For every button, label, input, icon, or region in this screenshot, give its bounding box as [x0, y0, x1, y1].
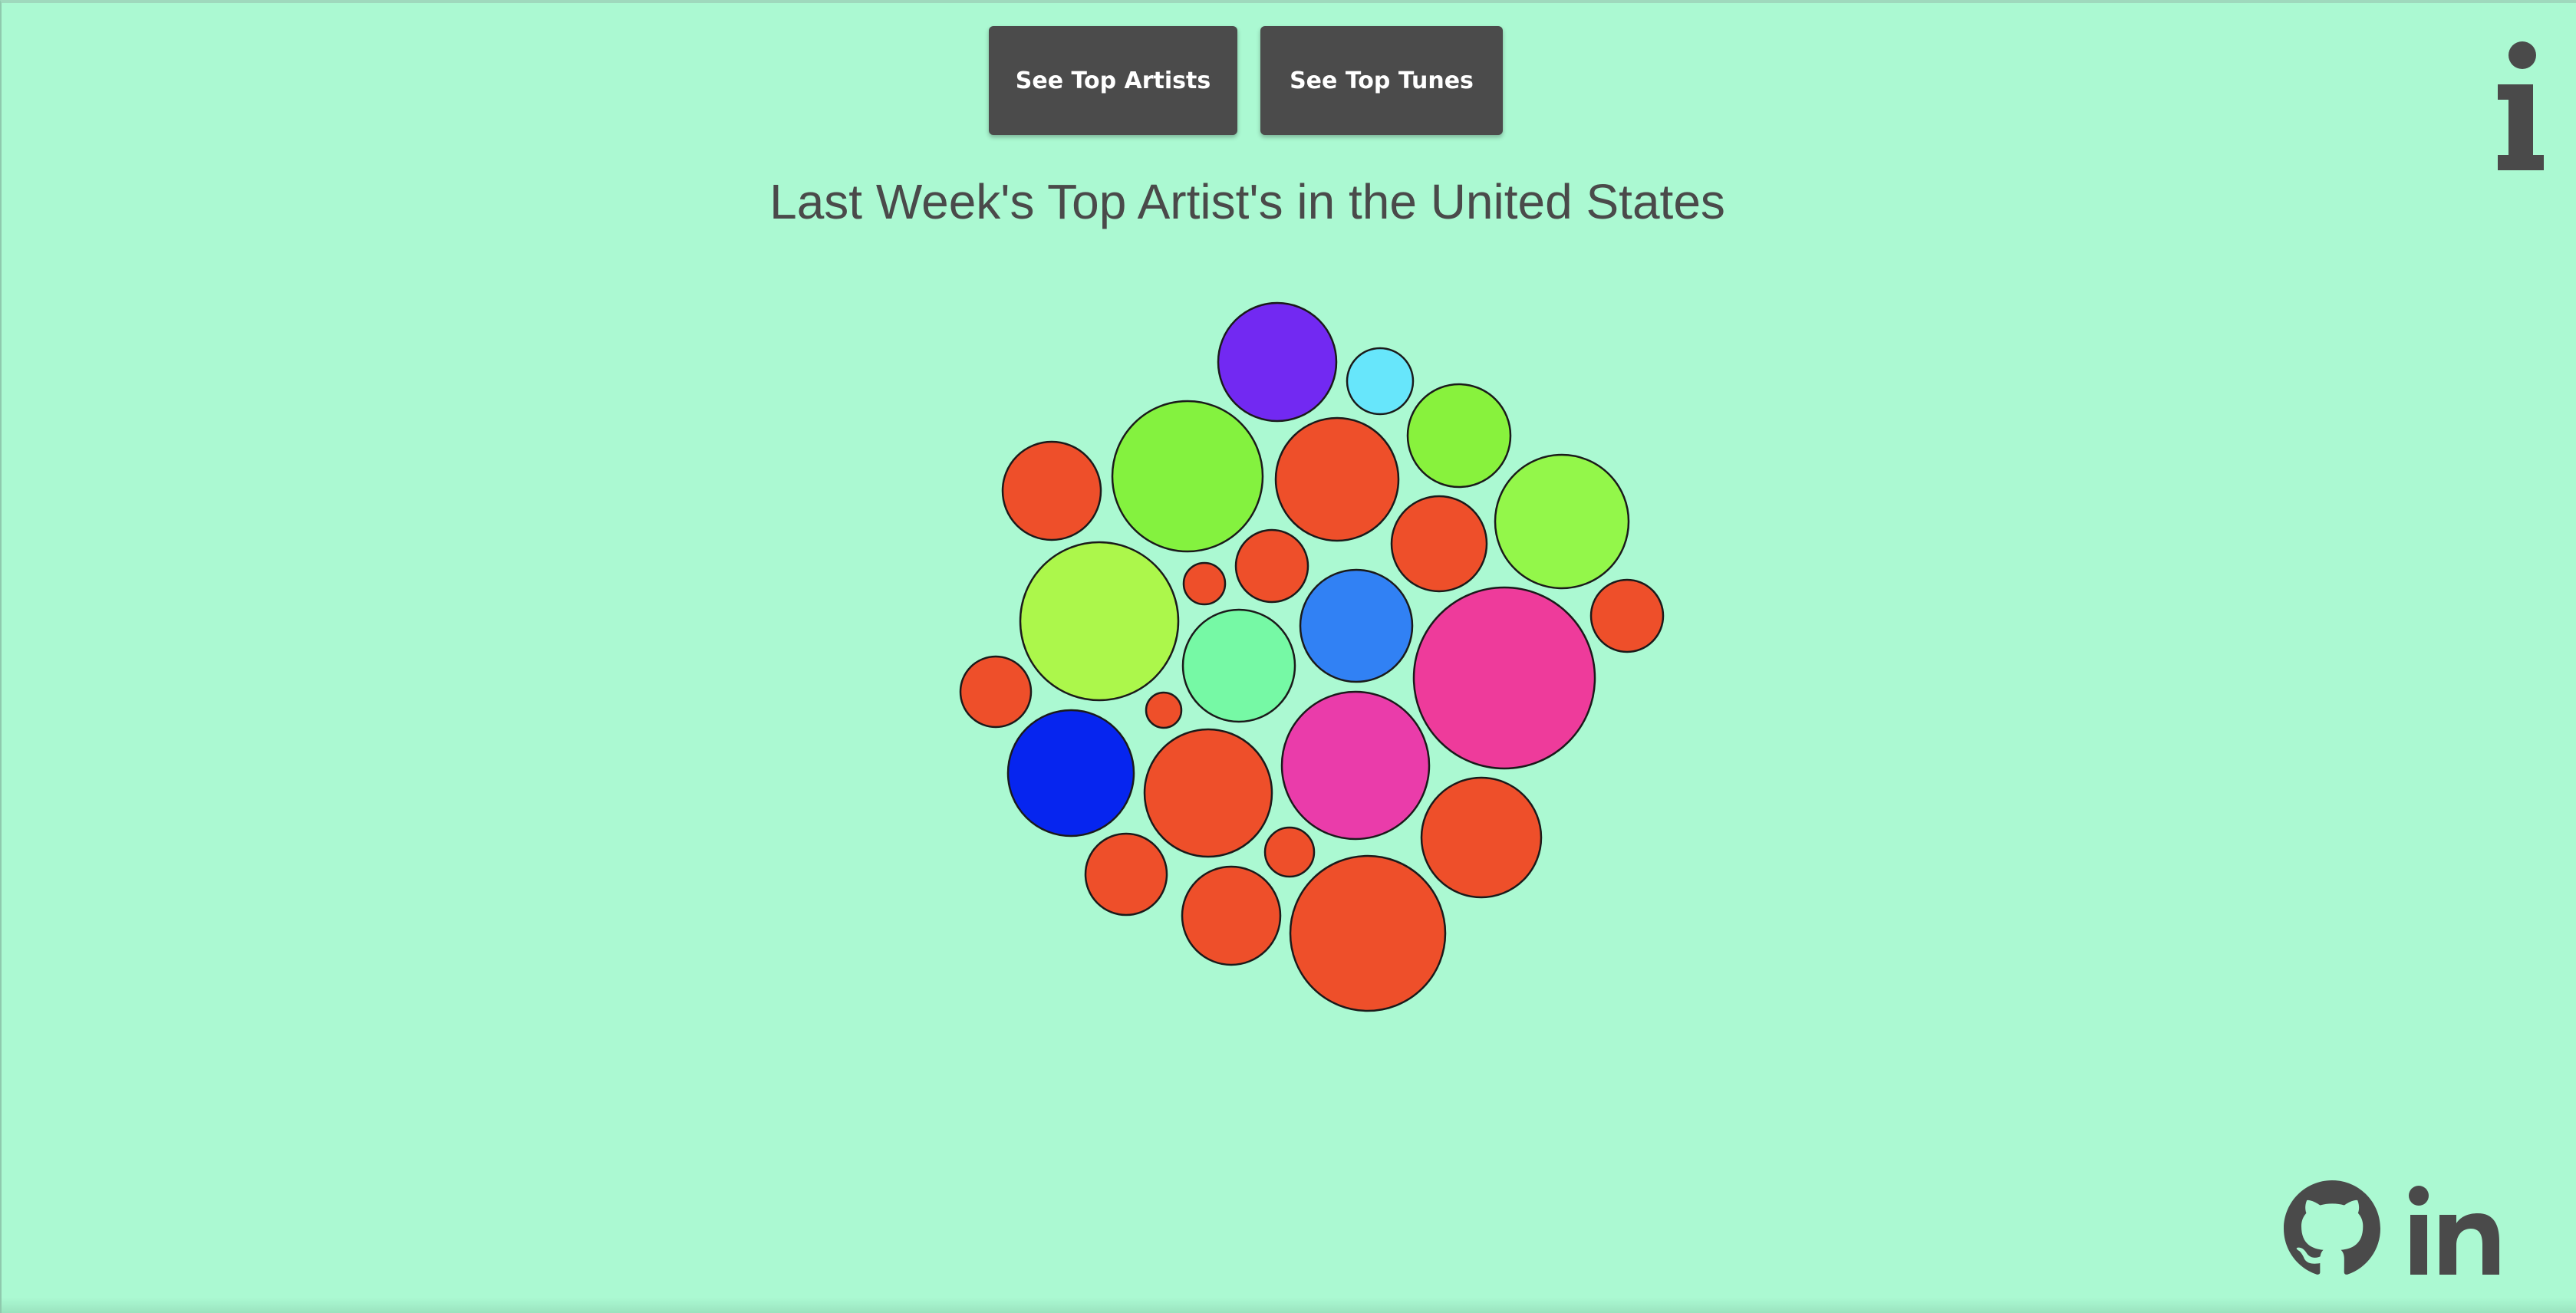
artist-bubble[interactable]	[1217, 301, 1338, 423]
artist-bubble[interactable]	[1143, 728, 1273, 858]
artist-bubble[interactable]	[1001, 440, 1102, 541]
artist-bubble[interactable]	[1019, 541, 1180, 702]
artist-bubble[interactable]	[1182, 561, 1227, 606]
artist-bubble[interactable]	[1111, 400, 1264, 553]
artist-bubble[interactable]	[1280, 690, 1431, 841]
artist-bubble[interactable]	[1420, 776, 1543, 899]
artist-bubble[interactable]	[1406, 383, 1512, 489]
see-top-tunes-button[interactable]: See Top Tunes	[1260, 26, 1503, 135]
artist-bubble[interactable]	[1181, 865, 1282, 966]
artist-bubble[interactable]	[1299, 568, 1414, 683]
artist-bubble[interactable]	[1494, 453, 1630, 590]
artist-bubble[interactable]	[1263, 826, 1316, 878]
artist-bubble-chart	[959, 301, 1665, 1012]
artist-bubble[interactable]	[1346, 347, 1415, 416]
artist-bubble[interactable]	[959, 655, 1033, 729]
artist-bubble[interactable]	[1084, 832, 1168, 916]
linkedin-icon[interactable]	[2409, 1184, 2501, 1276]
artist-bubble[interactable]	[1145, 691, 1183, 729]
bottom-shade	[2, 1298, 2576, 1313]
artist-bubble[interactable]	[1234, 528, 1309, 604]
info-icon[interactable]	[2495, 40, 2545, 170]
artist-bubble[interactable]	[1289, 854, 1447, 1012]
artist-bubble[interactable]	[1006, 709, 1135, 837]
page-title: Last Week's Top Artist's in the United S…	[769, 174, 1725, 229]
artist-bubble[interactable]	[1181, 608, 1296, 723]
see-top-artists-button[interactable]: See Top Artists	[989, 26, 1237, 135]
artist-bubble[interactable]	[1412, 586, 1596, 770]
github-icon[interactable]	[2284, 1180, 2380, 1277]
artist-bubble[interactable]	[1589, 578, 1665, 653]
artist-bubble[interactable]	[1390, 495, 1488, 593]
artist-bubble[interactable]	[1274, 416, 1400, 542]
